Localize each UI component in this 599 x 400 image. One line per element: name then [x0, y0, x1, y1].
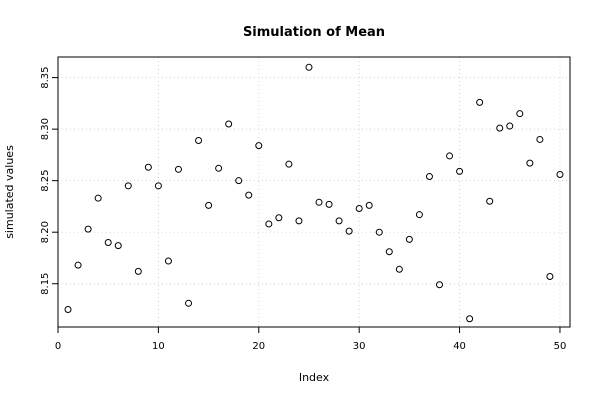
data-point — [124, 182, 132, 190]
data-point — [486, 197, 494, 205]
grid — [57, 57, 570, 327]
data-point — [355, 204, 363, 212]
data-point — [305, 63, 313, 71]
data-point — [225, 120, 233, 128]
data-point — [325, 200, 333, 208]
data-point — [295, 217, 303, 225]
data-point — [315, 198, 323, 206]
data-point — [285, 160, 293, 168]
data-point — [185, 299, 193, 307]
data-point — [215, 164, 223, 172]
data-point — [245, 191, 253, 199]
data-point — [556, 170, 564, 178]
x-tick-label: 30 — [353, 341, 366, 352]
data-point — [476, 98, 484, 106]
data-point — [104, 238, 112, 246]
data-point — [405, 235, 413, 243]
data-point — [516, 110, 524, 118]
data-point — [134, 267, 142, 275]
data-point — [94, 194, 102, 202]
plot-frame — [57, 56, 571, 328]
x-axis: 0 10 20 30 40 50 — [55, 326, 567, 352]
data-point — [195, 136, 203, 144]
data-point — [385, 248, 393, 256]
x-tick-label: 0 — [55, 341, 61, 352]
data-point — [275, 214, 283, 222]
data-point — [546, 273, 554, 281]
data-point — [395, 265, 403, 273]
data-point — [265, 220, 273, 228]
data-point — [425, 173, 433, 181]
data-point — [496, 124, 504, 132]
data-point — [164, 257, 172, 265]
data-point — [64, 305, 72, 313]
x-tick-label: 10 — [152, 341, 165, 352]
data-point — [506, 122, 514, 130]
x-tick-label: 50 — [554, 341, 567, 352]
x-tick-label: 20 — [252, 341, 265, 352]
data-point — [144, 163, 152, 171]
data-point — [536, 135, 544, 143]
data-point — [235, 177, 243, 185]
data-point — [415, 211, 423, 219]
x-tick-label: 40 — [453, 341, 466, 352]
data-points — [64, 63, 564, 323]
data-point — [255, 142, 263, 150]
y-tick-label: 8.15 — [40, 273, 51, 295]
chart-title: Simulation of Mean — [243, 25, 385, 40]
data-point — [375, 228, 383, 236]
data-point — [154, 182, 162, 190]
y-axis-label: simulated values — [3, 145, 16, 239]
data-point — [345, 227, 353, 235]
y-tick-label: 8.30 — [40, 118, 51, 140]
data-point — [435, 281, 443, 289]
y-tick-label: 8.35 — [40, 66, 51, 88]
data-point — [84, 225, 92, 233]
x-axis-label: Index — [299, 371, 330, 384]
y-tick-label: 8.20 — [40, 221, 51, 243]
data-point — [205, 201, 213, 209]
data-point — [365, 201, 373, 209]
data-point — [446, 152, 454, 160]
data-point — [114, 242, 122, 250]
data-point — [335, 217, 343, 225]
data-point — [466, 315, 474, 323]
data-point — [174, 165, 182, 173]
data-point — [456, 167, 464, 175]
y-axis: 8.15 8.20 8.25 8.30 8.35 — [40, 66, 59, 295]
data-point — [526, 159, 534, 167]
data-point — [74, 261, 82, 269]
y-tick-label: 8.25 — [40, 170, 51, 192]
